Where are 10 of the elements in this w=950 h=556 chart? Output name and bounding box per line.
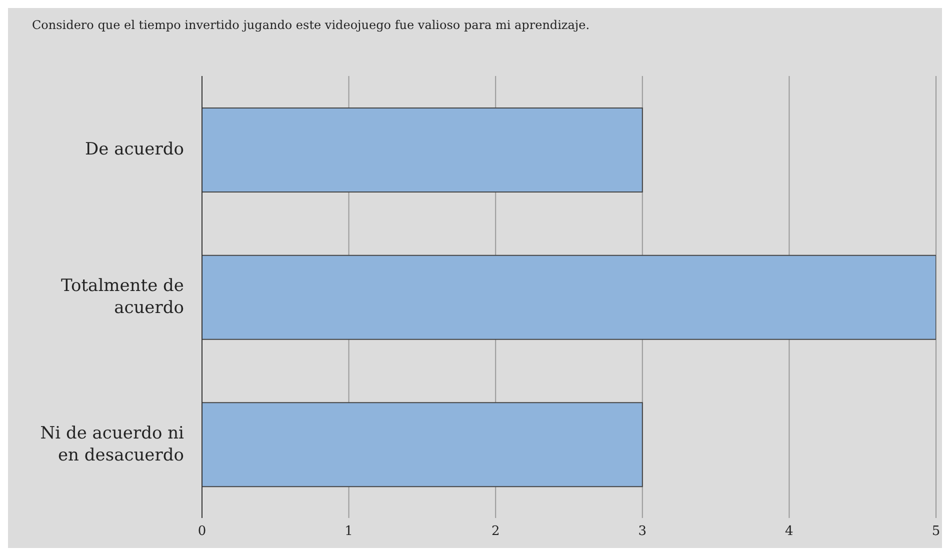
x-tick-label: 3 <box>638 524 647 540</box>
y-tick-label: Ni de acuerdo ni en desacuerdo <box>40 423 185 466</box>
x-tick-label: 5 <box>932 524 940 540</box>
y-tick-label: De acuerdo <box>84 140 184 160</box>
x-tick-label: 0 <box>198 524 206 540</box>
y-tick-label: Totalmente de acuerdo <box>60 276 184 318</box>
x-tick-label: 4 <box>785 524 794 540</box>
chart-title: Considero que el tiempo invertido jugando este videojuego fue valioso para mi aprendizaje. <box>32 18 590 32</box>
x-tick-label: 2 <box>491 524 500 540</box>
x-tick-label: 1 <box>344 524 353 540</box>
